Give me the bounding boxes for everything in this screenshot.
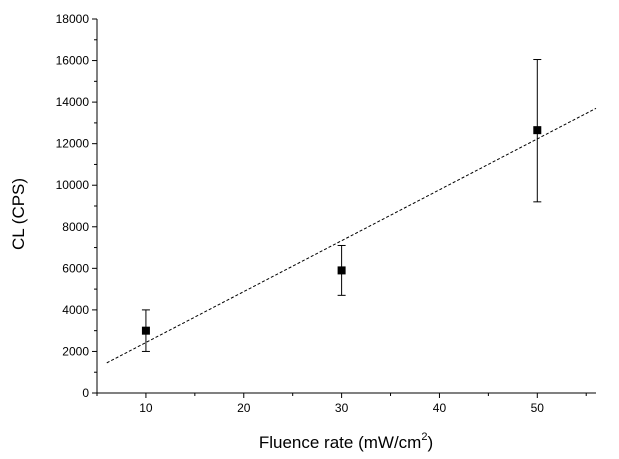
y-tick-label: 4000	[62, 303, 89, 317]
x-tick-label: 40	[433, 401, 447, 415]
x-tick-label: 30	[335, 401, 349, 415]
y-tick-label: 16000	[56, 54, 90, 68]
x-axis-title-main: Fluence rate (mW/cm	[259, 433, 421, 452]
data-point	[337, 266, 346, 275]
y-tick-label: 6000	[62, 261, 89, 275]
axes	[96, 19, 596, 394]
y-tick-label: 2000	[62, 344, 89, 358]
x-axis-title: Fluence rate (mW/cm2)	[259, 431, 433, 452]
x-axis-title-superscript: 2	[421, 431, 427, 443]
data-point	[141, 326, 150, 335]
x-axis-title-suffix: )	[427, 433, 433, 452]
y-tick-label: 12000	[56, 137, 90, 151]
data-point	[533, 126, 542, 135]
fit-line	[106, 107, 597, 364]
x-tick-label: 10	[139, 401, 153, 415]
data-points	[141, 59, 542, 352]
fit-line-group	[106, 107, 597, 364]
tick-labels: 0 2000 4000 6000 8000 10000 12000 14000 16000 180…	[56, 12, 545, 415]
x-tick-label: 50	[531, 401, 545, 415]
y-tick-label: 14000	[56, 95, 90, 109]
y-tick-label: 8000	[62, 220, 89, 234]
y-tick-label: 18000	[56, 12, 90, 26]
y-tick-label: 10000	[56, 178, 90, 192]
x-tick-label: 20	[237, 401, 251, 415]
tick-marks	[92, 18, 587, 398]
y-axis-title: CL (CPS)	[9, 178, 28, 250]
y-tick-label: 0	[82, 386, 89, 400]
